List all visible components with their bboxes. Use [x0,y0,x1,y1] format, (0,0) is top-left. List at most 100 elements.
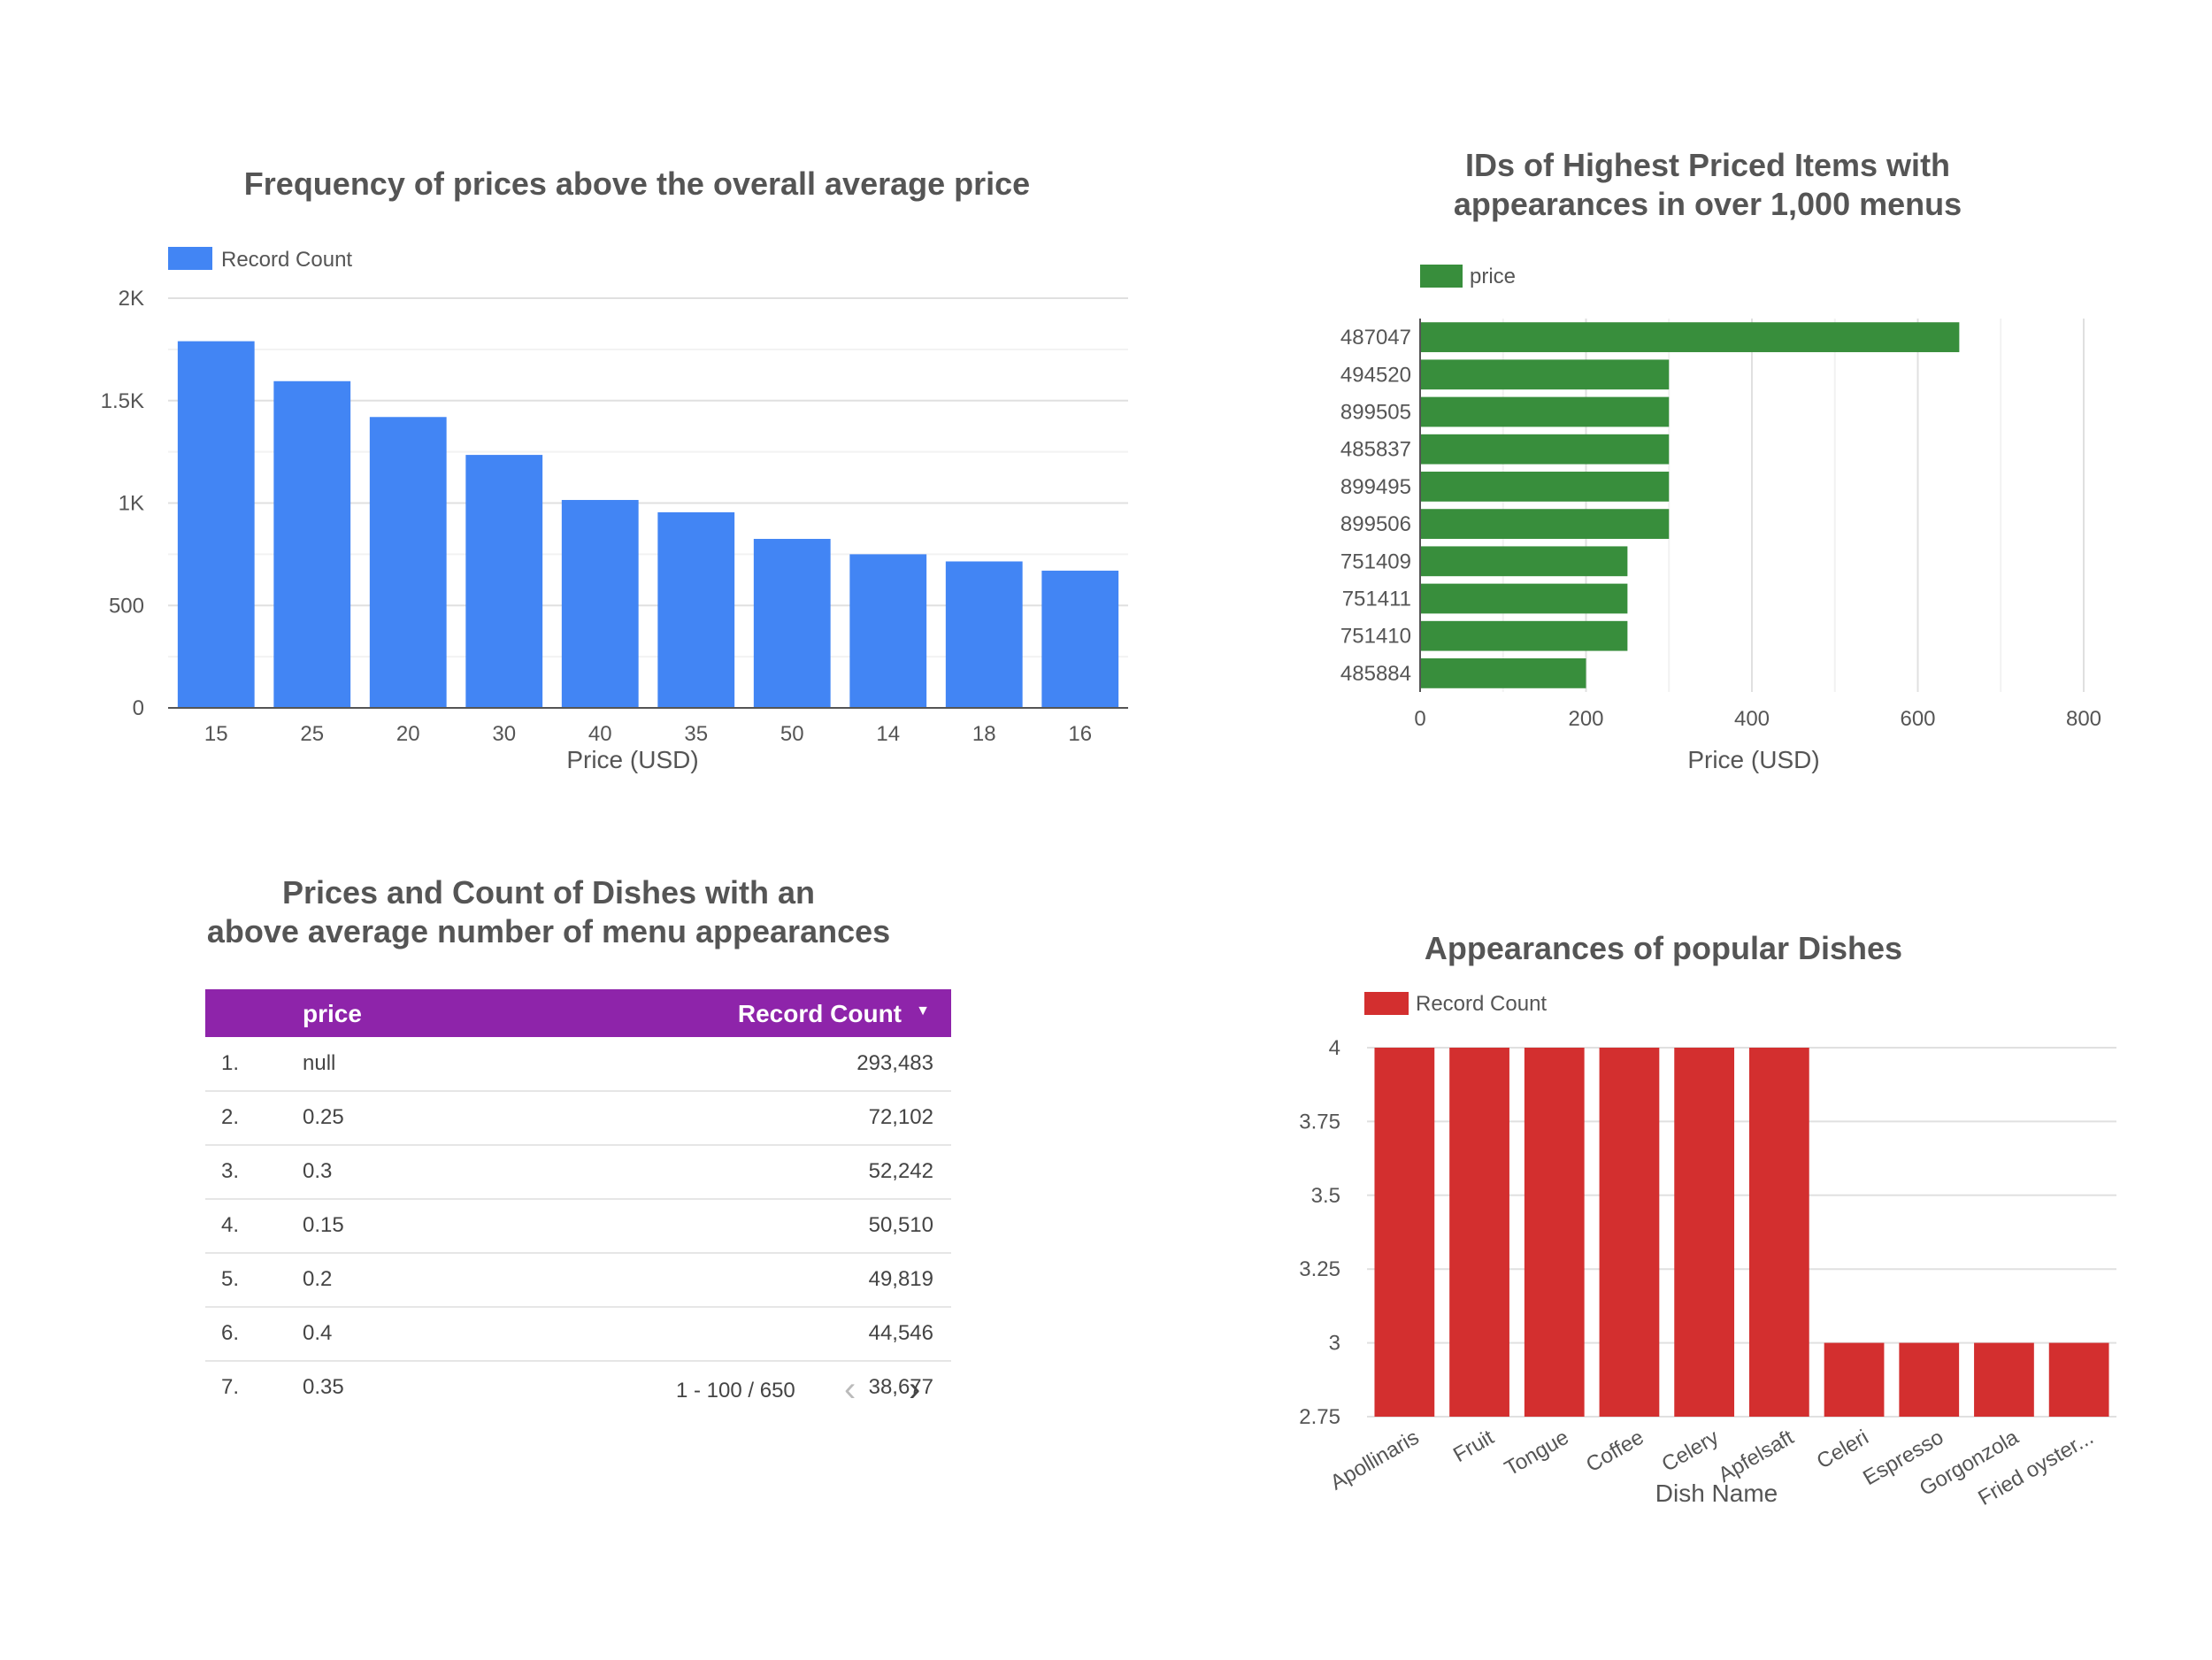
table-row[interactable]: 6. 0.4 44,546 [205,1307,951,1362]
y-tick-label: 487047 [1340,326,1411,350]
table-row[interactable]: 2. 0.25 72,102 [205,1091,951,1146]
table-row[interactable]: 3. 0.3 52,242 [205,1145,951,1200]
legend-label: Record Count [221,248,352,272]
y-tick-label: 500 [109,594,144,618]
x-tick-label: 25 [300,722,324,746]
table-panel: Prices and Count of Dishes with an above… [0,849,1106,1557]
bar-50 [753,539,831,708]
dishes-chart-title: Appearances of popular Dishes [1424,930,1903,966]
y-tick-label: 485884 [1340,662,1411,686]
bar-coffee [1599,1048,1660,1417]
bar-friedoyster [2048,1342,2109,1417]
row-price: null [303,1051,336,1075]
bar-35 [657,511,735,708]
y-tick-label: 1K [119,492,144,516]
bar-14 [849,554,927,708]
bar-15 [177,341,255,708]
bar-25 [273,380,351,708]
ids-chart-title-line2: appearances in over 1,000 menus [1453,186,1962,222]
y-tick-label: 2K [119,287,144,311]
x-axis-label: Price (USD) [566,746,698,773]
x-tick-label: 800 [2066,707,2101,731]
table-title-line2: above average number of menu appearances [206,913,891,949]
x-tick-label: Celery [1658,1426,1724,1477]
y-tick-label: 3.25 [1299,1257,1340,1281]
row-index: 4. [221,1213,240,1237]
bar-30 [465,455,543,708]
row-record-count: 38,677 [868,1375,933,1399]
y-tick-label: 899505 [1340,401,1411,425]
row-price: 0.35 [303,1375,344,1399]
row-record-count: 52,242 [868,1159,933,1183]
table-row[interactable]: 7. 0.35 38,677 [205,1361,951,1414]
bar-20 [369,417,447,708]
bar-tongue [1524,1048,1585,1417]
x-tick-label: 15 [204,722,228,746]
freq-chart-title: Frequency of prices above the overall av… [243,165,1031,202]
bar-494520 [1420,359,1670,390]
sort-desc-icon[interactable]: ▼ [916,1003,930,1018]
chevron-left-icon[interactable]: ‹ [844,1370,856,1409]
x-tick-label: 30 [492,722,516,746]
table-row[interactable]: 4. 0.15 50,510 [205,1199,951,1254]
bar-751409 [1420,546,1628,577]
x-tick-label: 16 [1068,722,1092,746]
row-price: 0.15 [303,1213,344,1237]
dishes-chart-panel: Appearances of popular Dishes Record Cou… [1239,849,2212,1646]
bar-espresso [1899,1342,1960,1417]
legend-swatch [1420,265,1463,288]
table-row[interactable]: 5. 0.2 49,819 [205,1253,951,1308]
x-tick-label: Apollinaris [1326,1426,1423,1495]
chevron-right-icon[interactable]: › [909,1370,921,1409]
y-tick-label: 3.5 [1311,1184,1340,1208]
bar-40 [561,500,639,708]
legend-swatch [168,247,212,270]
row-index: 5. [221,1267,240,1291]
y-tick-label: 485837 [1340,438,1411,462]
y-tick-label: 751409 [1340,549,1411,573]
y-tick-label: 2.75 [1299,1405,1340,1429]
row-price: 0.3 [303,1159,333,1183]
bar-487047 [1420,322,1960,352]
x-axis-label: Price (USD) [1687,746,1819,773]
x-tick-label: Apfelsaft [1714,1426,1798,1487]
row-index: 3. [221,1159,240,1183]
y-tick-label: 899495 [1340,475,1411,499]
ids-chart-panel: IDs of Highest Priced Items with appeara… [1239,0,2212,796]
bar-celery [1674,1048,1735,1417]
y-tick-label: 494520 [1340,363,1411,387]
bar-18 [945,561,1023,708]
column-header-record-count[interactable]: Record Count [737,1000,902,1027]
x-tick-label: Tongue [1501,1426,1573,1481]
y-tick-label: 751410 [1340,625,1411,649]
row-index: 6. [221,1321,240,1345]
x-tick-label: 50 [780,722,804,746]
ids-chart: price 0 200 400 600 800 487047 494520 899505 4858… [1340,265,2101,773]
bar-751411 [1420,583,1628,614]
row-price: 0.25 [303,1105,344,1129]
bar-apfelsaft [1748,1048,1809,1417]
bar-celeri [1824,1342,1885,1417]
table-title-line1: Prices and Count of Dishes with an [281,874,816,911]
x-axis-label: Dish Name [1655,1479,1778,1507]
x-tick-label: 14 [876,722,900,746]
table-row[interactable]: 1. null 293,483 [205,1037,951,1092]
y-tick-label: 751411 [1342,588,1411,611]
ids-chart-title-line1: IDs of Highest Priced Items with [1464,147,1951,183]
bar-751410 [1420,620,1628,651]
row-price: 0.4 [303,1321,333,1345]
x-tick-label: Fruit [1449,1426,1498,1468]
table-header: price Record Count ▼ [205,989,951,1037]
column-header-price[interactable]: price [303,1000,362,1027]
legend-label: price [1470,265,1516,288]
row-record-count: 49,819 [868,1267,933,1291]
x-tick-label: 35 [684,722,708,746]
bar-gorgonzola [1974,1342,2034,1417]
pagination-label: 1 - 100 / 650 [676,1379,795,1403]
x-tick-label: 40 [588,722,612,746]
x-tick-label: 200 [1568,707,1603,731]
freq-chart: Record Count 0 500 1K 1.5K 2K 15 25 20 30 40 35 50 14… [101,247,1128,773]
x-tick-label: 20 [396,722,420,746]
y-tick-label: 0 [133,696,144,720]
legend-swatch [1364,992,1409,1015]
